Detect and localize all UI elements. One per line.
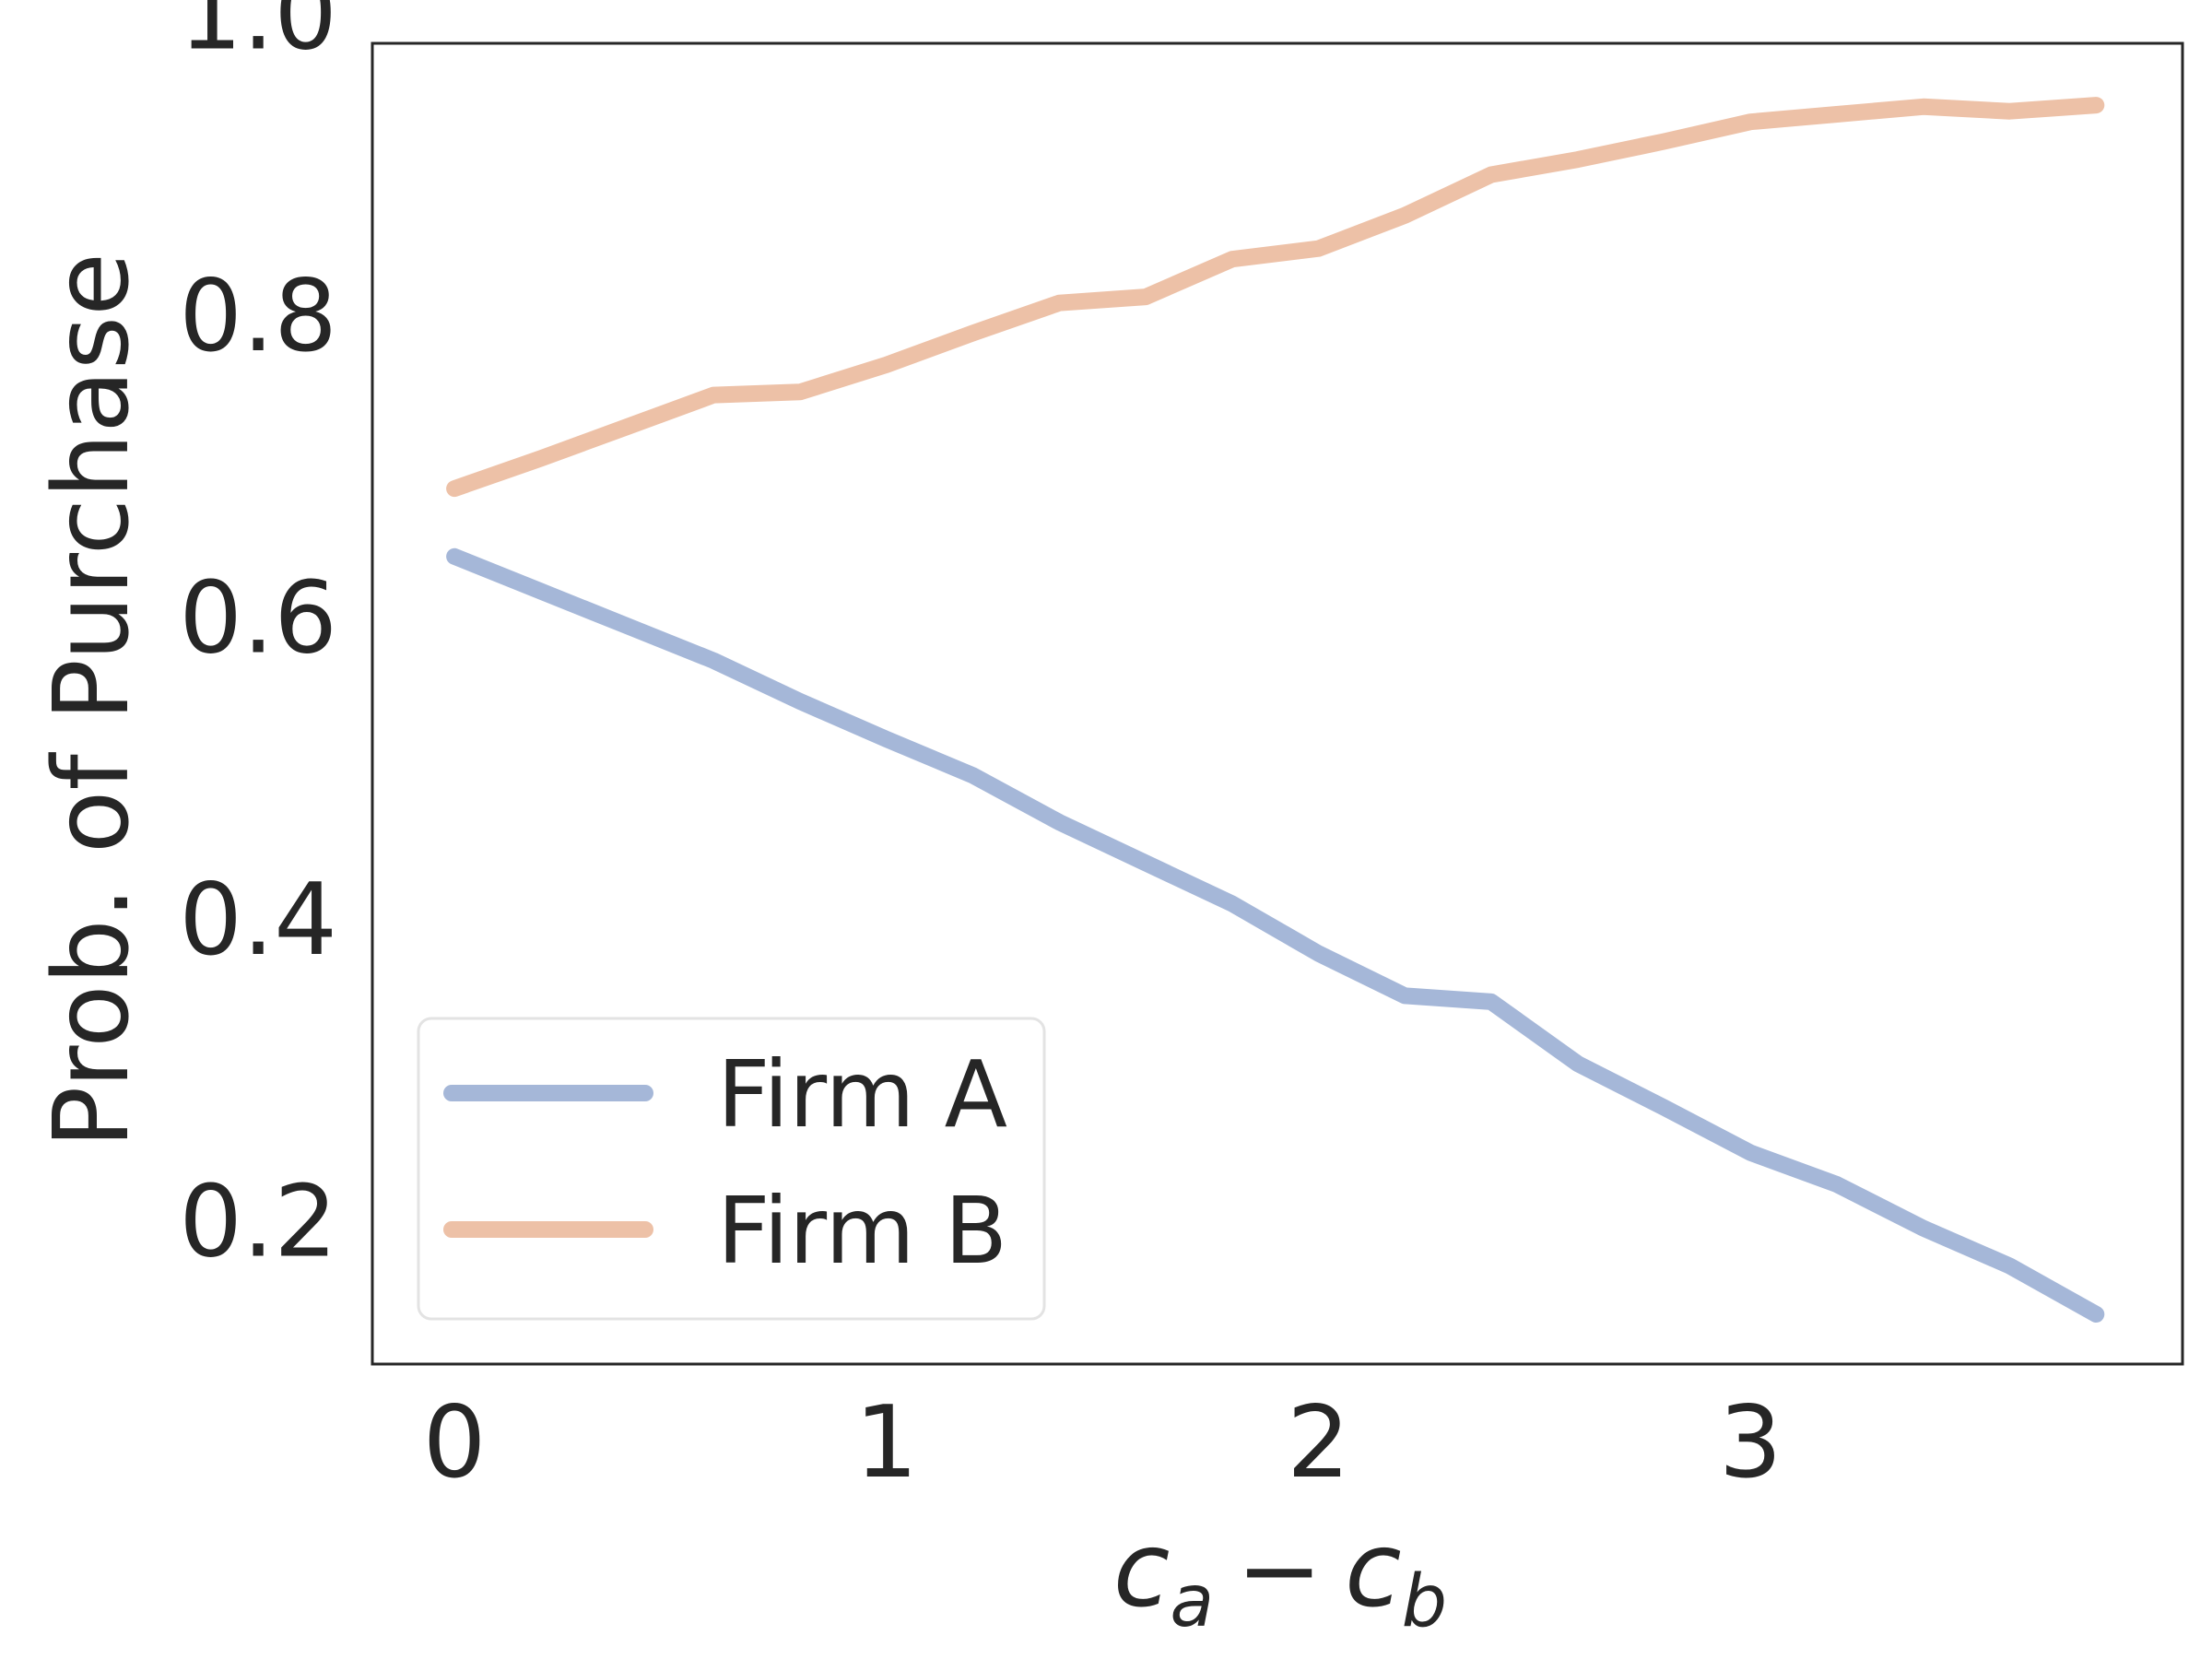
x-tick-label: 3: [1719, 1385, 1783, 1500]
x-axis-label-var1: c: [1113, 1511, 1171, 1630]
x-axis-label-operator: −: [1236, 1511, 1323, 1630]
x-axis-label-sub1: a: [1170, 1560, 1214, 1643]
x-axis-ticks: 0 1 2 3: [423, 1385, 1783, 1500]
legend-label-firm-b: Firm B: [717, 1177, 1007, 1285]
y-tick-label: 0.6: [179, 560, 337, 676]
plot-area-frame: [371, 41, 2184, 1366]
x-tick-label: 1: [854, 1385, 918, 1500]
y-tick-label: 0.8: [179, 259, 337, 374]
x-tick-label: 0: [423, 1385, 487, 1500]
x-axis-label-sub2: b: [1402, 1560, 1448, 1643]
series-layer: [446, 97, 2105, 1323]
y-tick-label: 0.4: [179, 863, 337, 978]
x-tick-label: 2: [1287, 1385, 1350, 1500]
x-axis-label: ca − cb: [1113, 1511, 1447, 1643]
legend-label-firm-a: Firm A: [717, 1041, 1007, 1148]
x-axis-label-var2: c: [1345, 1511, 1402, 1630]
y-tick-label: 1.0: [179, 0, 337, 72]
y-tick-label: 0.2: [179, 1164, 337, 1279]
y-axis-label: Prob. of Purchase: [32, 253, 152, 1148]
legend: Firm A Firm B: [417, 1017, 1046, 1321]
y-axis-ticks: 0.2 0.4 0.6 0.8 1.0: [179, 0, 337, 1279]
series-line-firm-b: [446, 97, 2105, 498]
series-line-firm-a: [446, 547, 2105, 1323]
